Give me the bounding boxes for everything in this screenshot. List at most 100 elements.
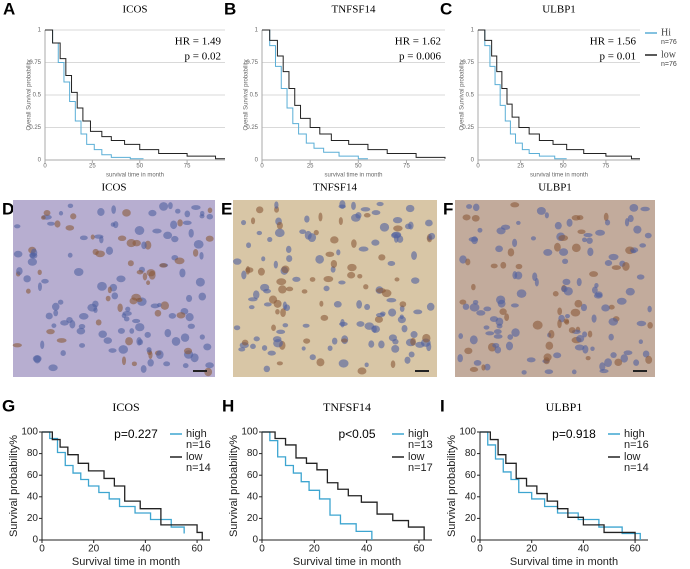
cell — [413, 309, 423, 315]
cell — [576, 335, 585, 343]
cell — [250, 343, 256, 350]
cell — [636, 320, 647, 327]
y-tick-label: 20 — [465, 513, 477, 524]
cell — [462, 303, 470, 310]
x-tick-label: 60 — [630, 544, 642, 555]
cell — [543, 248, 553, 256]
y-tick-label: 40 — [465, 491, 477, 502]
y-tick-label: 0.5 — [33, 93, 42, 99]
cell — [92, 300, 99, 308]
cell — [40, 340, 45, 350]
cell — [459, 255, 467, 264]
cell — [280, 308, 286, 317]
y-tick-label: 20 — [27, 513, 39, 524]
cell — [516, 220, 521, 225]
cell — [638, 339, 643, 345]
cell — [70, 213, 77, 220]
cell — [392, 338, 399, 345]
cell — [380, 311, 386, 316]
cell — [351, 213, 361, 222]
cell — [357, 367, 367, 375]
cell — [292, 276, 301, 282]
x-tick-label: 25 — [307, 164, 314, 170]
cell — [16, 267, 23, 276]
cell — [281, 265, 290, 274]
cell — [302, 323, 310, 328]
cell — [58, 211, 64, 216]
cell — [98, 330, 107, 338]
cell — [57, 299, 64, 305]
annotation: HR = 1.62 — [395, 36, 441, 48]
cell — [154, 309, 162, 317]
cell — [425, 219, 433, 227]
cell — [238, 347, 246, 352]
annotation: p = 0.006 — [399, 51, 441, 63]
x-tick-label: 75 — [603, 164, 610, 170]
cell — [146, 347, 152, 353]
x-tick-label: 0 — [476, 164, 480, 170]
cell — [562, 258, 569, 265]
x-axis-label: survival time in month — [530, 173, 588, 179]
cell — [604, 358, 612, 368]
cell — [204, 367, 213, 377]
y-tick-label: 60 — [247, 470, 259, 481]
cell — [122, 311, 132, 316]
cell — [160, 301, 169, 310]
cell — [393, 225, 403, 232]
cell — [276, 361, 283, 366]
y-tick-label: 0.75 — [29, 60, 41, 66]
y-tick-label: 40 — [247, 491, 259, 502]
y-tick-label: 0.25 — [246, 125, 258, 131]
cell — [415, 341, 425, 348]
image-title: TNFSF14 — [313, 182, 358, 194]
cell — [608, 333, 614, 341]
cell — [608, 317, 619, 326]
y-tick-label: 1 — [255, 28, 259, 34]
cell — [566, 218, 573, 227]
survival-curve — [478, 29, 640, 160]
y-tick-label: 40 — [27, 491, 39, 502]
cell — [469, 335, 478, 345]
cell — [559, 248, 569, 256]
cell — [53, 309, 59, 317]
x-tick-label: 40 — [578, 544, 590, 555]
cell — [582, 345, 589, 354]
legend-label: high — [186, 428, 207, 440]
y-axis-label: Overall Survival probability — [460, 59, 466, 130]
x-tick-label: 20 — [526, 544, 538, 555]
survival-curve — [45, 29, 144, 160]
cell — [192, 249, 199, 257]
y-tick-label: 0.5 — [250, 93, 259, 99]
cell — [309, 277, 316, 282]
cell — [47, 221, 55, 226]
cell — [282, 323, 289, 328]
cell — [411, 251, 417, 260]
cell — [177, 219, 183, 227]
cell — [591, 314, 597, 323]
cell — [532, 320, 543, 330]
cell — [267, 237, 273, 243]
cell — [198, 292, 207, 301]
cell — [25, 288, 31, 294]
cell — [191, 205, 201, 211]
cell — [203, 343, 212, 351]
y-tick-label: 0.25 — [462, 125, 474, 131]
cell — [462, 214, 471, 221]
cell — [483, 325, 490, 330]
cell — [309, 354, 316, 361]
cell — [507, 334, 514, 340]
cell — [532, 272, 538, 281]
cell — [67, 252, 73, 258]
cell — [469, 366, 479, 373]
cell — [387, 261, 396, 266]
cell — [633, 225, 642, 234]
cell — [142, 272, 148, 281]
cell — [472, 203, 480, 212]
cell — [199, 334, 205, 340]
cell — [27, 258, 38, 266]
cell — [515, 263, 523, 270]
cell — [376, 201, 384, 207]
cell — [14, 224, 21, 229]
cell — [356, 321, 365, 327]
cell — [117, 327, 125, 334]
